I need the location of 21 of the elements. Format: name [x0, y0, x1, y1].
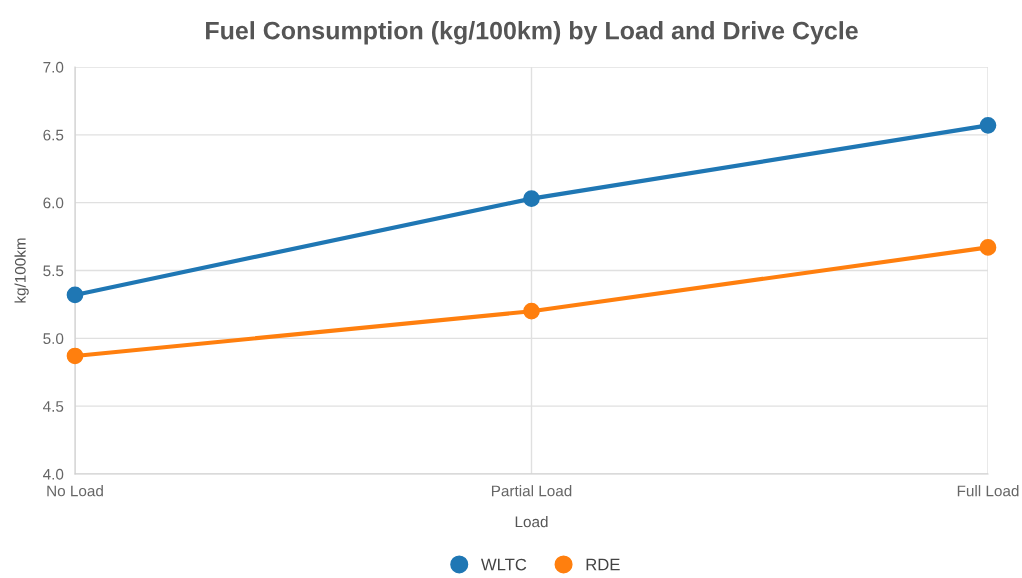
y-tick-label: 4.5: [43, 401, 64, 412]
y-tick-label: 4.0: [43, 468, 64, 480]
point: [523, 190, 540, 207]
x-tick-label: Partial Load: [491, 485, 572, 497]
point: [523, 302, 540, 320]
y-tick-label: 6.5: [43, 129, 64, 141]
chart-title: Fuel Consumption (kg/100km) by Load and Drive Cycle: [206, 21, 858, 45]
point: [979, 117, 997, 134]
point: [979, 239, 997, 256]
x-tick-label: No Load: [47, 485, 103, 497]
x-tick-label: Full Load: [957, 485, 1019, 497]
y-axis-title: kg/100km: [14, 238, 29, 303]
legend-label: RDE: [586, 558, 620, 571]
y-tick-label: 5.0: [43, 333, 64, 345]
legend-label: WLTC: [480, 558, 527, 571]
y-tick-label: 6.0: [43, 197, 64, 209]
point: [66, 347, 84, 365]
y-tick-label: 5.5: [43, 265, 64, 277]
x-axis-title: Load: [515, 516, 548, 528]
y-tick-label: 7.0: [43, 61, 64, 73]
point: [66, 286, 84, 304]
